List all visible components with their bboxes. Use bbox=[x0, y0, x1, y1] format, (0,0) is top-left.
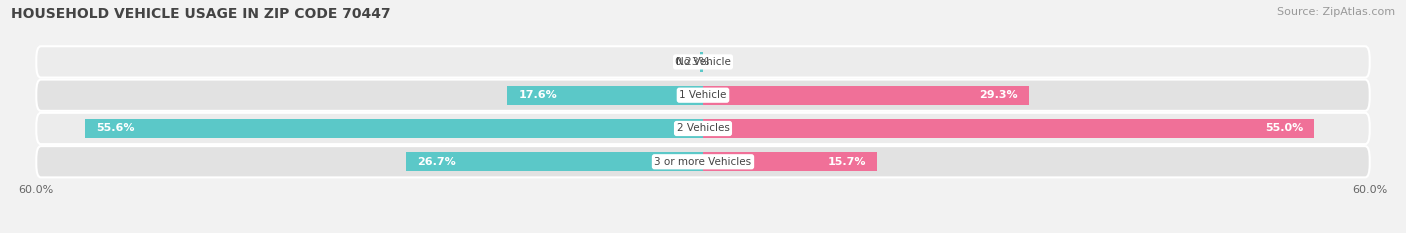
Bar bbox=[703, 119, 1315, 138]
Text: No Vehicle: No Vehicle bbox=[675, 57, 731, 67]
Bar bbox=[700, 52, 703, 72]
Bar bbox=[703, 86, 1029, 105]
Text: 55.6%: 55.6% bbox=[96, 123, 135, 134]
Text: 26.7%: 26.7% bbox=[418, 157, 456, 167]
Bar bbox=[86, 119, 703, 138]
FancyBboxPatch shape bbox=[37, 79, 1369, 111]
Bar bbox=[508, 86, 703, 105]
Text: 55.0%: 55.0% bbox=[1265, 123, 1303, 134]
Text: Source: ZipAtlas.com: Source: ZipAtlas.com bbox=[1277, 7, 1395, 17]
Bar bbox=[703, 152, 877, 171]
Text: 0.23%: 0.23% bbox=[673, 57, 710, 67]
Text: 1 Vehicle: 1 Vehicle bbox=[679, 90, 727, 100]
Text: 17.6%: 17.6% bbox=[519, 90, 557, 100]
Text: 29.3%: 29.3% bbox=[979, 90, 1018, 100]
Text: 3 or more Vehicles: 3 or more Vehicles bbox=[654, 157, 752, 167]
FancyBboxPatch shape bbox=[37, 113, 1369, 144]
Text: 2 Vehicles: 2 Vehicles bbox=[676, 123, 730, 134]
FancyBboxPatch shape bbox=[37, 46, 1369, 78]
Bar bbox=[406, 152, 703, 171]
Text: HOUSEHOLD VEHICLE USAGE IN ZIP CODE 70447: HOUSEHOLD VEHICLE USAGE IN ZIP CODE 7044… bbox=[11, 7, 391, 21]
FancyBboxPatch shape bbox=[37, 146, 1369, 177]
Text: 15.7%: 15.7% bbox=[828, 157, 866, 167]
